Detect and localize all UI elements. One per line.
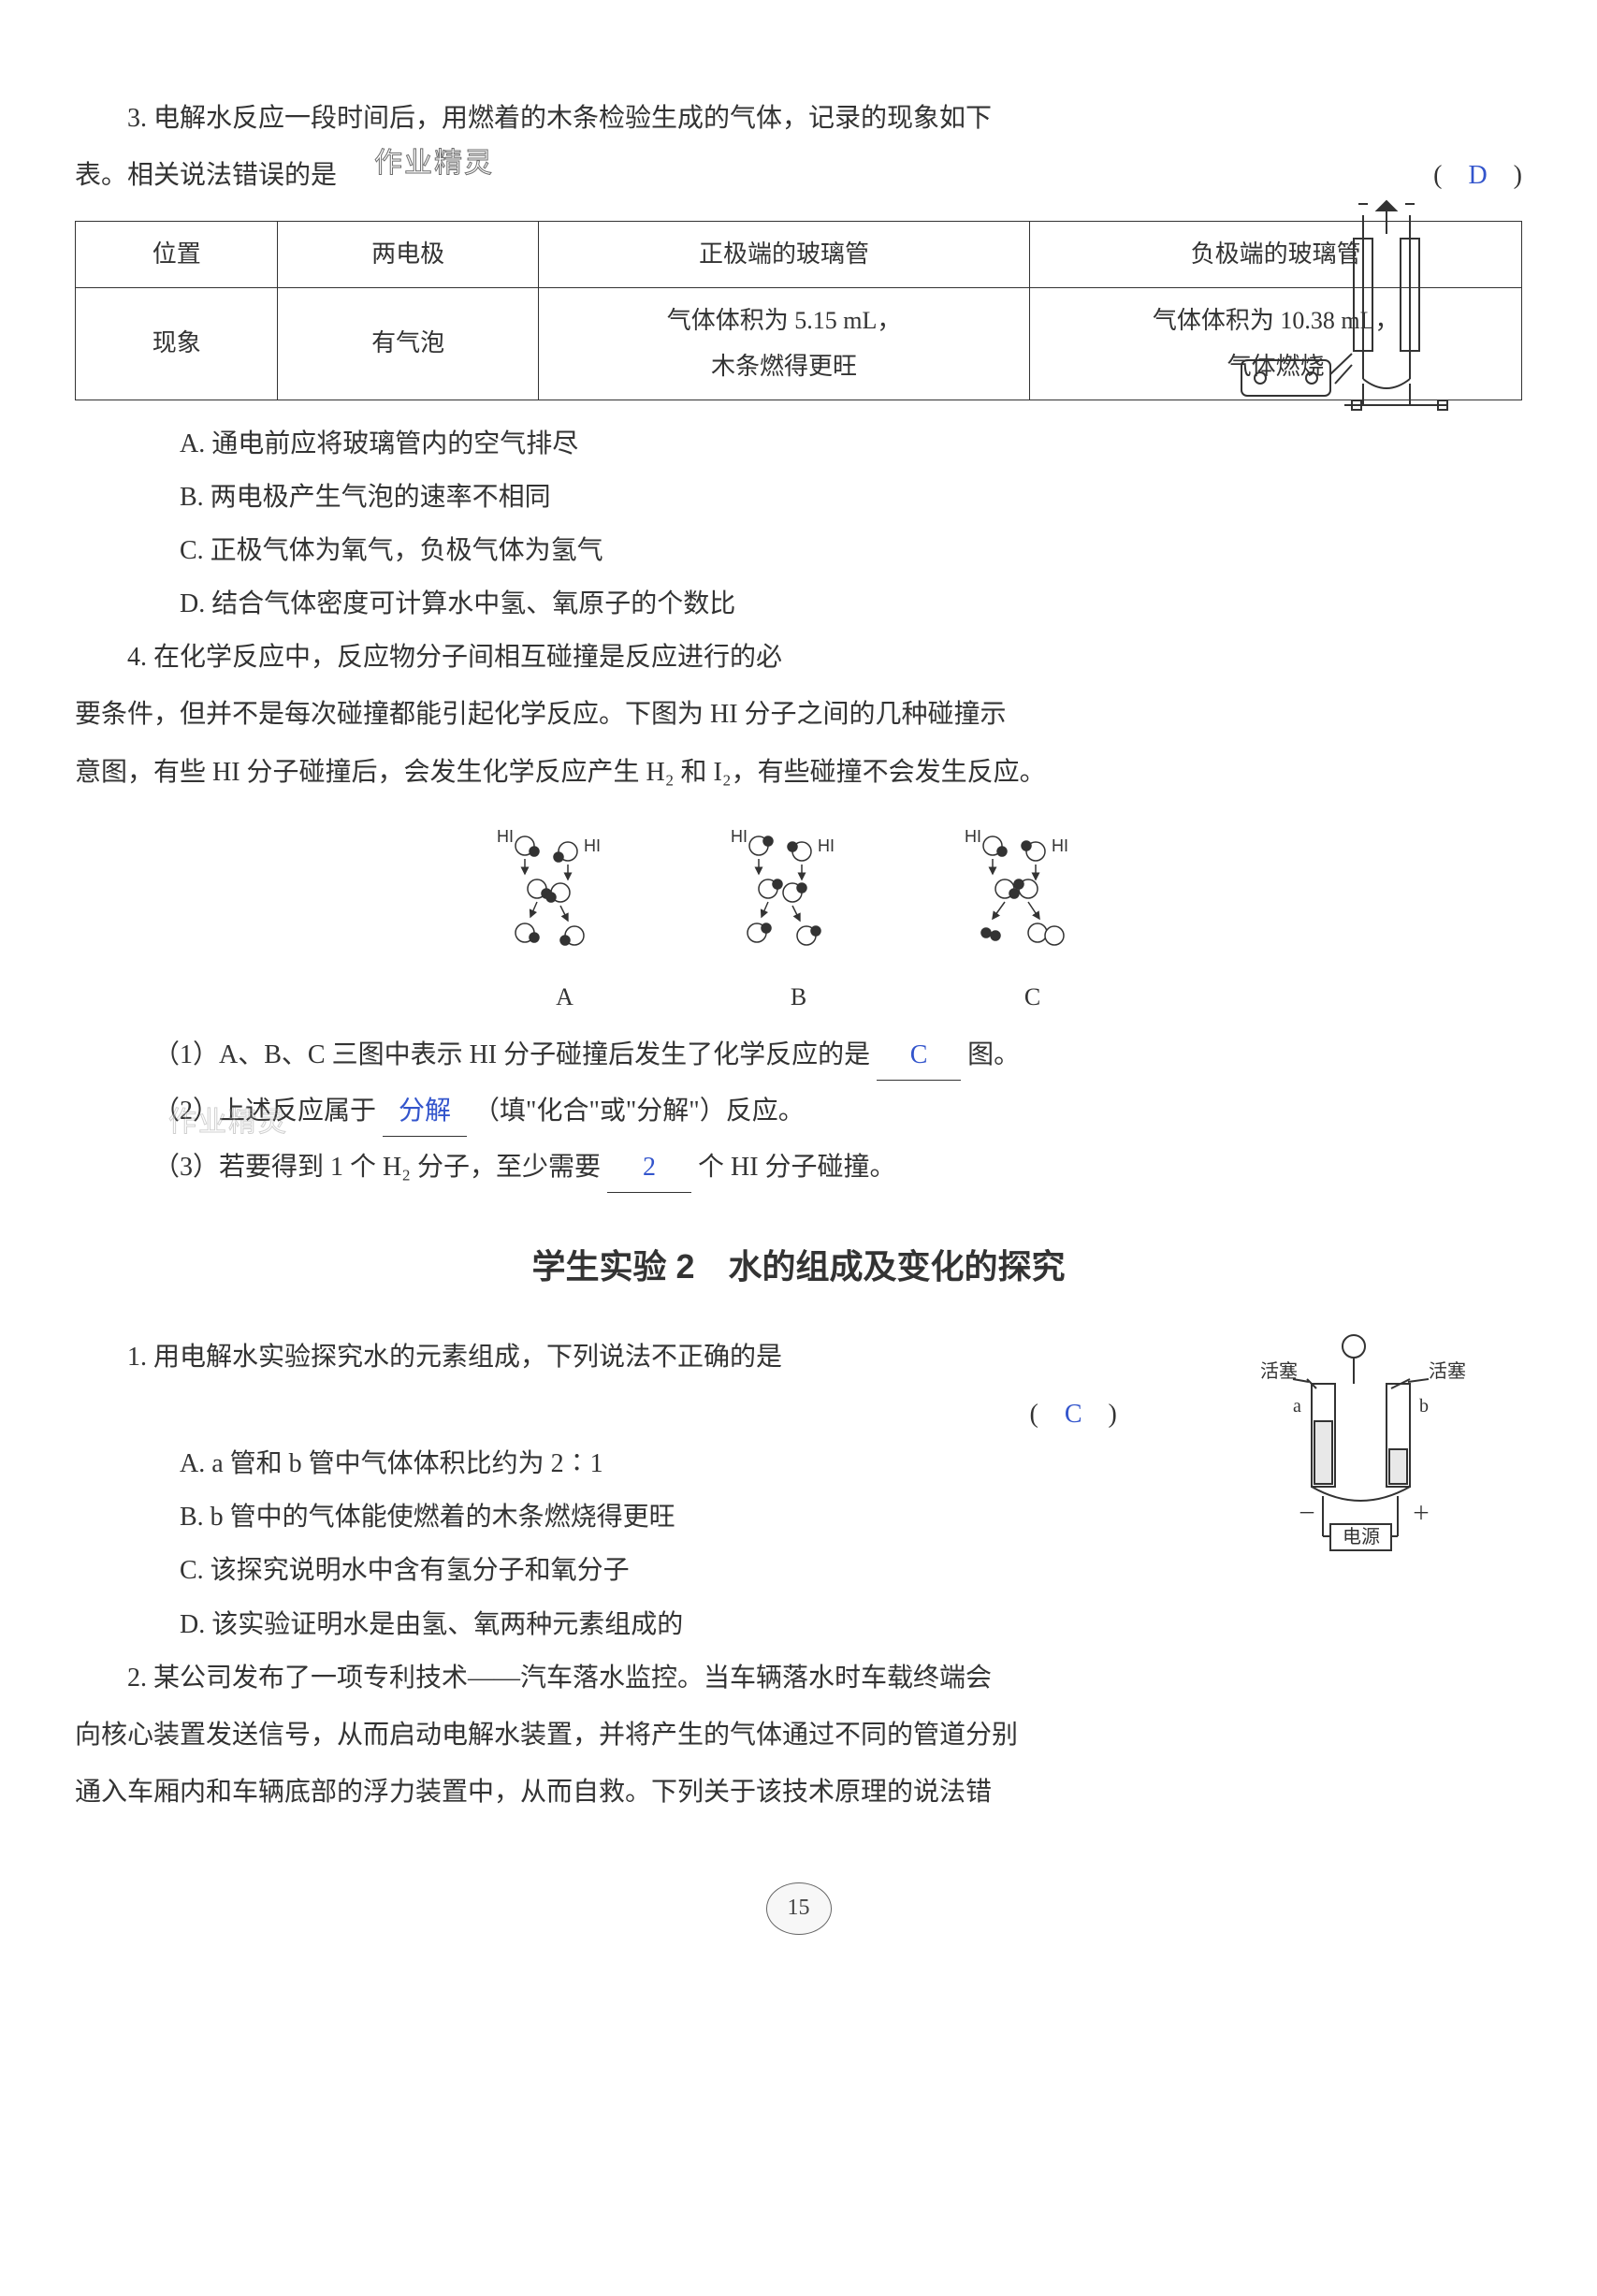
hi-label: HI — [818, 836, 835, 855]
option-d: D. 该实验证明水是由氢、氧两种元素组成的 — [180, 1600, 1222, 1649]
th-electrodes: 两电极 — [278, 222, 538, 287]
collision-c-icon: HI HI — [953, 825, 1112, 956]
q4-line1: 4. 在化学反应中，反应物分子间相互碰撞是反应进行的必 — [75, 632, 1522, 682]
q3-answer: D — [1468, 161, 1487, 190]
q4-sub3-answer: 2 — [607, 1142, 691, 1193]
diagram-a: HI HI A — [486, 825, 645, 1021]
electrolysis-apparatus2-icon: 活塞 活塞 a b － ＋ 电源 — [1241, 1332, 1485, 1557]
collision-b-icon: HI HI — [719, 825, 878, 956]
option-d: D. 结合气体密度可计算水中氢、氧原子的个数比 — [180, 579, 1193, 629]
q3-number: 3. — [127, 104, 147, 133]
s2q2-line3: 通入车厢内和车辆底部的浮力装置中，从而自救。下列关于该技术原理的说法错 — [75, 1767, 1522, 1817]
q4-sub2-answer: 分解 — [383, 1086, 467, 1137]
th-position: 位置 — [76, 222, 278, 287]
power-label: 电源 — [1343, 1526, 1380, 1548]
section-title: 学生实验 2 水的组成及变化的探究 — [75, 1235, 1522, 1299]
watermark-icon: 作业精灵 — [374, 137, 494, 190]
s2q1-options: A. a 管和 b 管中气体体积比约为 2∶1 B. b 管中的气体能使燃着的木… — [180, 1439, 1222, 1649]
hi-label: HI — [965, 827, 981, 846]
th-positive: 正极端的玻璃管 — [538, 222, 1030, 287]
page-badge: 15 — [766, 1882, 832, 1935]
q4-sub1: （1）A、B、C 三图中表示 HI 分子碰撞后发生了化学反应的是 C 图。 — [153, 1030, 1522, 1081]
s2q1-text: 用电解水实验探究水的元素组成，下列说法不正确的是 — [153, 1343, 782, 1372]
option-c: C. 正极气体为氧气，负极气体为氢气 — [180, 526, 1193, 575]
option-b: B. 两电极产生气泡的速率不相同 — [180, 472, 1193, 522]
diagram-b: HI HI B — [719, 825, 878, 1021]
q4-sub3: （3）若要得到 1 个 H₂ 分子，至少需要 2 个 HI 分子碰撞。 — [153, 1142, 1522, 1193]
collision-a-icon: HI HI — [486, 825, 645, 956]
s2-question-2: 2. 某公司发布了一项专利技术——汽车落水监控。当车辆落水时车载终端会 向核心装… — [75, 1653, 1522, 1818]
s2q2-number: 2. — [127, 1664, 147, 1693]
stopper-label: 活塞 — [1260, 1360, 1298, 1382]
diagram-label-a: A — [486, 974, 645, 1020]
stopper-label: 活塞 — [1429, 1360, 1466, 1382]
a-label: a — [1293, 1396, 1301, 1417]
q4-sub1-answer: C — [877, 1030, 961, 1081]
hi-label: HI — [497, 827, 514, 846]
s2q1-stem: 1. 用电解水实验探究水的元素组成，下列说法不正确的是 — [75, 1332, 1117, 1382]
td-cell: 气体体积为 5.15 mL， 木条燃得更旺 — [538, 287, 1030, 400]
diagram-label-b: B — [719, 974, 878, 1020]
electrolysis-apparatus-icon — [1213, 196, 1485, 412]
option-b: B. b 管中的气体能使燃着的木条燃烧得更旺 — [180, 1492, 1222, 1542]
s2q1-answer-slot: ( C ) — [75, 1389, 1117, 1439]
watermark-icon: 作业精灵 — [168, 1096, 288, 1149]
td-row-label: 现象 — [76, 287, 278, 400]
b-label: b — [1419, 1396, 1429, 1417]
s2-question-1: 1. 用电解水实验探究水的元素组成，下列说法不正确的是 ( C ) A. a 管… — [75, 1332, 1522, 1649]
option-a: A. 通电前应将玻璃管内的空气排尽 — [180, 419, 1193, 469]
td-cell-text: 气体体积为 5.15 mL， 木条燃得更旺 — [667, 307, 902, 380]
q3-stem-line1: 3. 电解水反应一段时间后，用燃着的木条检验生成的气体，记录的现象如下 — [75, 94, 1522, 143]
diagram-c: HI HI C — [953, 825, 1112, 1021]
hi-label: HI — [584, 836, 601, 855]
s2q1-answer: C — [1065, 1400, 1082, 1429]
option-c: C. 该探究说明水中含有氢分子和氧分子 — [180, 1546, 1222, 1595]
s2q2-line1: 2. 某公司发布了一项专利技术——汽车落水监控。当车辆落水时车载终端会 — [75, 1653, 1522, 1703]
q4-sub2: （2）上述反应属于 分解 （填"化合"或"分解"）反应。 — [153, 1086, 1522, 1137]
q4-sub3-post: 个 HI 分子碰撞。 — [698, 1153, 896, 1182]
option-a: A. a 管和 b 管中气体体积比约为 2∶1 — [180, 1439, 1222, 1489]
hi-label: HI — [1052, 836, 1068, 855]
q3-text1: 电解水反应一段时间后，用燃着的木条检验生成的气体，记录的现象如下 — [153, 104, 992, 133]
q4-sub1-post: 图。 — [967, 1040, 1020, 1069]
q4-line2: 要条件，但并不是每次碰撞都能引起化学反应。下图为 HI 分子之间的几种碰撞示 — [75, 690, 1522, 739]
q4-text1: 在化学反应中，反应物分子间相互碰撞是反应进行的必 — [153, 643, 782, 672]
minus-label: － — [1298, 1504, 1316, 1524]
plus-label: ＋ — [1412, 1504, 1430, 1524]
q4-sub2-post: （填"化合"或"分解"）反应。 — [473, 1097, 805, 1126]
question-4: 4. 在化学反应中，反应物分子间相互碰撞是反应进行的必 要条件，但并不是每次碰撞… — [75, 632, 1522, 1193]
q4-sub3-pre: （3）若要得到 1 个 H₂ 分子，至少需要 — [153, 1153, 601, 1182]
page-number: 15 — [75, 1882, 1522, 1935]
q3-stem-line2: 表。相关说法错误的是 — [75, 151, 1433, 200]
q4-line3: 意图，有些 HI 分子碰撞后，会发生化学反应产生 H₂ 和 I₂，有些碰撞不会发… — [75, 748, 1522, 797]
s2q2-line2: 向核心装置发送信号，从而启动电解水装置，并将产生的气体通过不同的管道分别 — [75, 1710, 1522, 1760]
s2q2-text1: 某公司发布了一项专利技术——汽车落水监控。当车辆落水时车载终端会 — [153, 1664, 992, 1693]
question-3: 3. 电解水反应一段时间后，用燃着的木条检验生成的气体，记录的现象如下 表。相关… — [75, 94, 1522, 629]
diagram-label-c: C — [953, 974, 1112, 1020]
s2q1-number: 1. — [127, 1343, 147, 1372]
q3-options: A. 通电前应将玻璃管内的空气排尽 B. 两电极产生气泡的速率不相同 C. 正极… — [180, 419, 1193, 630]
hi-label: HI — [731, 827, 748, 846]
q4-number: 4. — [127, 643, 147, 672]
q4-sub1-pre: （1）A、B、C 三图中表示 HI 分子碰撞后发生了化学反应的是 — [153, 1040, 870, 1069]
td-cell: 有气泡 — [278, 287, 538, 400]
collision-diagram: HI HI A HI — [75, 825, 1522, 1021]
